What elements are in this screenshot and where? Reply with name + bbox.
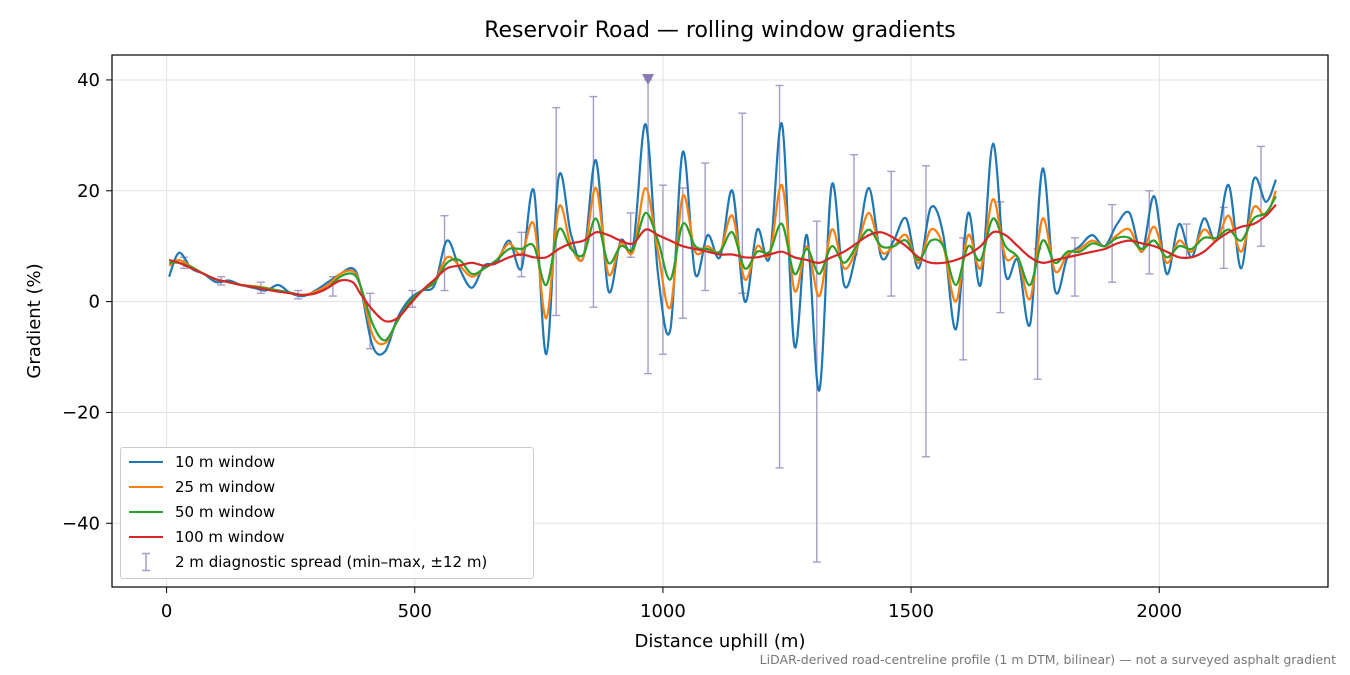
series-line-4 (168, 203, 1277, 323)
error-bar (921, 165, 930, 458)
y-axis-label: Gradient (%) (24, 263, 45, 378)
x-tick-label: 2000 (1136, 601, 1182, 622)
legend-item-25m: 25 m window (129, 477, 275, 497)
series-line-3 (169, 195, 1277, 342)
x-tick-label: 1500 (888, 601, 934, 622)
chart-title: Reservoir Road — rolling window gradient… (484, 18, 956, 43)
legend-swatch-25m (129, 486, 163, 488)
error-bar (812, 220, 821, 563)
legend-item-10m: 10 m window (129, 452, 275, 472)
legend-swatch-50m (129, 511, 163, 513)
legend-item-spread: 2 m diagnostic spread (min–max, ±12 m) (129, 552, 487, 572)
y-tick-label: 0 (89, 292, 100, 313)
x-axis-label: Distance uphill (m) (635, 631, 806, 652)
peak-marker (642, 73, 655, 85)
y-tick-label: −20 (62, 402, 100, 423)
legend-label-spread: 2 m diagnostic spread (min–max, ±12 m) (175, 553, 488, 571)
line-series (168, 122, 1277, 392)
error-bar (1108, 203, 1117, 283)
peak-marker-triangle (642, 73, 655, 85)
series-line-1 (168, 122, 1277, 392)
legend-label-25m: 25 m window (175, 478, 276, 496)
legend-item-50m: 50 m window (129, 502, 275, 522)
legend-label-100m: 100 m window (175, 528, 285, 546)
error-bar (1070, 237, 1079, 297)
error-bar (658, 184, 667, 355)
legend-item-100m: 100 m window (129, 527, 285, 547)
legend-label-50m: 50 m window (175, 503, 276, 521)
legend-swatch-10m (129, 461, 163, 463)
error-bar (440, 215, 449, 292)
error-bar (1256, 145, 1265, 247)
legend-swatch-100m (129, 536, 163, 538)
error-bar (589, 95, 598, 308)
y-tick-label: −40 (62, 513, 100, 534)
x-tick-label: 1000 (640, 601, 686, 622)
x-tick-label: 0 (161, 601, 172, 622)
legend-label-10m: 10 m window (175, 453, 276, 471)
chart-legend: 10 m window 25 m window 50 m window 100 … (120, 447, 534, 579)
axis-ticks: 0 500 1000 1500 2000 −40 −20 0 20 40 (62, 70, 1182, 622)
legend-errorbar-icon (129, 552, 163, 572)
error-bar (775, 84, 784, 469)
error-bar (701, 162, 710, 292)
plot-frame (111, 54, 1329, 588)
x-tick-label: 500 (398, 601, 432, 622)
y-tick-label: 40 (77, 70, 100, 91)
error-bar (887, 170, 896, 297)
chart-footnote: LiDAR-derived road-centreline profile (1… (759, 652, 1336, 667)
y-tick-label: 20 (77, 181, 100, 202)
series-line-2 (168, 184, 1277, 346)
error-bar (850, 154, 859, 256)
